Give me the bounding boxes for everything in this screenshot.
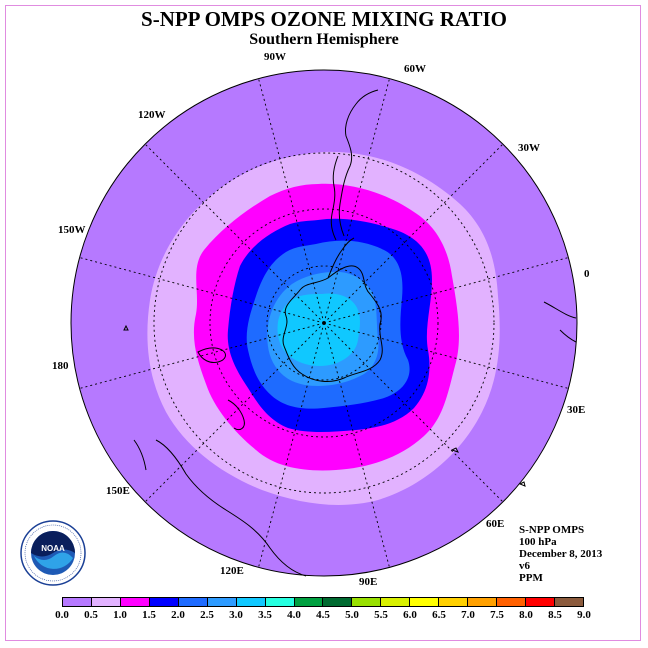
map-subtitle: Southern Hemisphere	[249, 31, 399, 48]
lon-label-90w: 90W	[264, 51, 286, 63]
colorbar-swatch-4	[178, 598, 208, 606]
meridian-line	[323, 257, 569, 324]
info-level: 100 hPa	[519, 536, 557, 548]
meridian-line	[323, 78, 390, 324]
colorbar-tick-label: 3.5	[258, 609, 272, 621]
colorbar-swatch-13	[439, 598, 469, 606]
map-title: S-NPP OMPS OZONE MIXING RATIO	[141, 7, 507, 31]
colorbar-swatch-17	[554, 598, 583, 606]
colorbar-tick-label: 7.5	[490, 609, 504, 621]
meridian-line	[79, 257, 325, 324]
colorbar-swatch-8	[294, 598, 324, 606]
meridian-line	[144, 143, 325, 324]
antarctica-coast	[282, 265, 383, 382]
colorbar-tick-label: 1.0	[113, 609, 127, 621]
colorbar-tick-label: 6.0	[403, 609, 417, 621]
colorbar-tick-label: 6.5	[432, 609, 446, 621]
meridian-line	[323, 143, 504, 324]
colorbar-tick-label: 0.0	[55, 609, 69, 621]
meridian-line	[323, 322, 504, 503]
lon-label-180: 180	[52, 360, 69, 372]
globe-outline	[70, 69, 578, 577]
colorbar-swatch-0	[63, 598, 92, 606]
colorbar-swatch-9	[323, 598, 353, 606]
colorbar	[62, 597, 584, 607]
meridian-line	[323, 322, 390, 568]
lon-label-60w: 60W	[404, 63, 426, 75]
colorbar-swatch-16	[526, 598, 555, 606]
colorbar-swatch-10	[352, 598, 382, 606]
colorbar-swatch-2	[120, 598, 150, 606]
info-units: PPM	[519, 572, 543, 584]
colorbar-swatch-6	[236, 598, 266, 606]
colorbar-swatch-14	[468, 598, 498, 606]
colorbar-swatch-11	[381, 598, 411, 606]
latitude-lines	[153, 152, 495, 494]
longitude-lines	[79, 78, 569, 568]
south-america-coast	[338, 89, 379, 237]
lon-label-150w: 150W	[58, 224, 86, 236]
colorbar-tick-label: 9.0	[577, 609, 591, 621]
info-date: December 8, 2013	[519, 548, 603, 560]
info-instrument: S-NPP OMPS	[519, 524, 585, 536]
logo-text: NOAA	[41, 544, 65, 553]
noaa-logo: NOAA	[20, 520, 86, 586]
colorbar-tick-label: 8.0	[519, 609, 533, 621]
colorbar-tick-label: 2.0	[171, 609, 185, 621]
colorbar-tick-label: 7.0	[461, 609, 475, 621]
coastlines	[123, 89, 577, 577]
ozone-level-6	[277, 293, 360, 366]
lon-label-150e: 150E	[106, 485, 130, 497]
colorbar-ticks: 0.0 0.5 1.0 1.5 2.0 2.5 3.0 3.5 4.0 4.5 5.0 5.5 6.0 6…	[55, 609, 591, 623]
meridian-line	[144, 322, 325, 503]
colorbar-swatch-15	[497, 598, 526, 606]
colorbar-tick-label: 4.5	[316, 609, 330, 621]
figure-frame	[5, 5, 641, 641]
colorbar-tick-label: 2.5	[200, 609, 214, 621]
colorbar-tick-label: 5.5	[374, 609, 388, 621]
info-version: v6	[519, 560, 530, 572]
colorbar-tick-label: 4.0	[287, 609, 301, 621]
antarctic-peninsula	[327, 237, 355, 279]
africa-coast	[543, 301, 577, 319]
lon-label-60e: 60E	[486, 518, 505, 530]
australia-coast	[155, 439, 307, 577]
colorbar-swatch-12	[410, 598, 440, 606]
lon-label-30w: 30W	[518, 142, 540, 154]
lon-label-120e: 120E	[220, 565, 244, 577]
meridian-line	[258, 78, 325, 324]
colorbar-tick-label: 1.5	[142, 609, 156, 621]
colorbar-swatch-1	[91, 598, 121, 606]
colorbar-swatch-3	[149, 598, 179, 606]
colorbar-tick-label: 5.0	[345, 609, 359, 621]
colorbar-tick-label: 8.5	[548, 609, 562, 621]
lon-label-90e: 90E	[359, 576, 378, 588]
info-block: S-NPP OMPS 100 hPa December 8, 2013 v6 P…	[519, 524, 602, 584]
colorbar-tick-label: 0.5	[84, 609, 98, 621]
colorbar-swatch-5	[207, 598, 237, 606]
meridian-line	[258, 322, 325, 568]
colorbar-swatch-7	[265, 598, 295, 606]
new-zealand-coast	[197, 347, 226, 363]
lon-label-120w: 120W	[138, 109, 166, 121]
meridian-line	[79, 322, 325, 389]
lon-label-0: 0	[584, 268, 590, 280]
meridian-line	[323, 322, 569, 389]
colorbar-tick-label: 3.0	[229, 609, 243, 621]
lon-label-30e: 30E	[567, 404, 586, 416]
